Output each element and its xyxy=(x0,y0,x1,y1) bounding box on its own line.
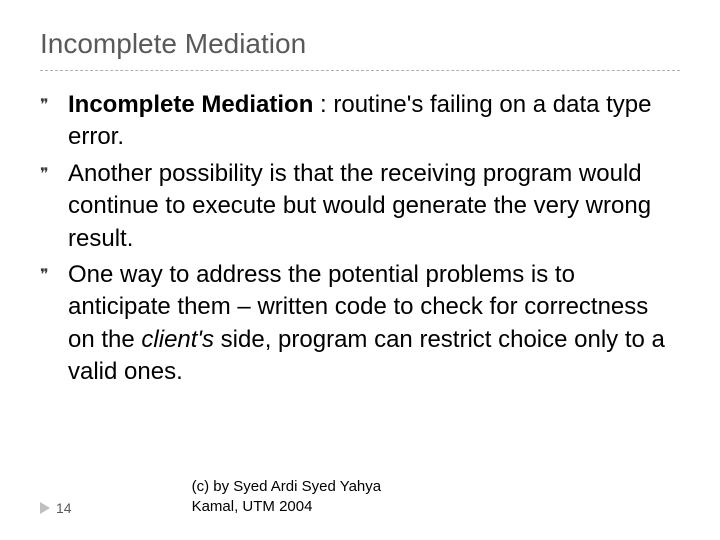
copyright-line: (c) by Syed Ardi Syed Yahya xyxy=(192,477,382,497)
triangle-icon xyxy=(40,502,50,514)
bullet-icon: ❞ xyxy=(40,164,49,186)
page-number: 14 xyxy=(56,500,72,516)
list-item: ❞ Incomplete Mediation : routine's faili… xyxy=(40,89,680,154)
italic-term: client's xyxy=(141,326,214,353)
bold-term: Incomplete Mediation xyxy=(68,91,313,118)
list-item: ❞ Another possibility is that the receiv… xyxy=(40,158,680,255)
bullet-list: ❞ Incomplete Mediation : routine's faili… xyxy=(40,89,680,389)
footer: 14 (c) by Syed Ardi Syed Yahya Kamal, UT… xyxy=(40,477,680,516)
slide: Incomplete Mediation ❞ Incomplete Mediat… xyxy=(0,0,720,540)
slide-title: Incomplete Mediation xyxy=(40,28,680,71)
list-item: ❞ One way to address the potential probl… xyxy=(40,259,680,389)
copyright-line: Kamal, UTM 2004 xyxy=(192,497,382,517)
bullet-icon: ❞ xyxy=(40,265,49,287)
page-indicator: 14 xyxy=(40,500,72,516)
copyright: (c) by Syed Ardi Syed Yahya Kamal, UTM 2… xyxy=(192,477,382,516)
bullet-icon: ❞ xyxy=(40,95,49,117)
bullet-text: Another possibility is that the receivin… xyxy=(68,160,651,252)
